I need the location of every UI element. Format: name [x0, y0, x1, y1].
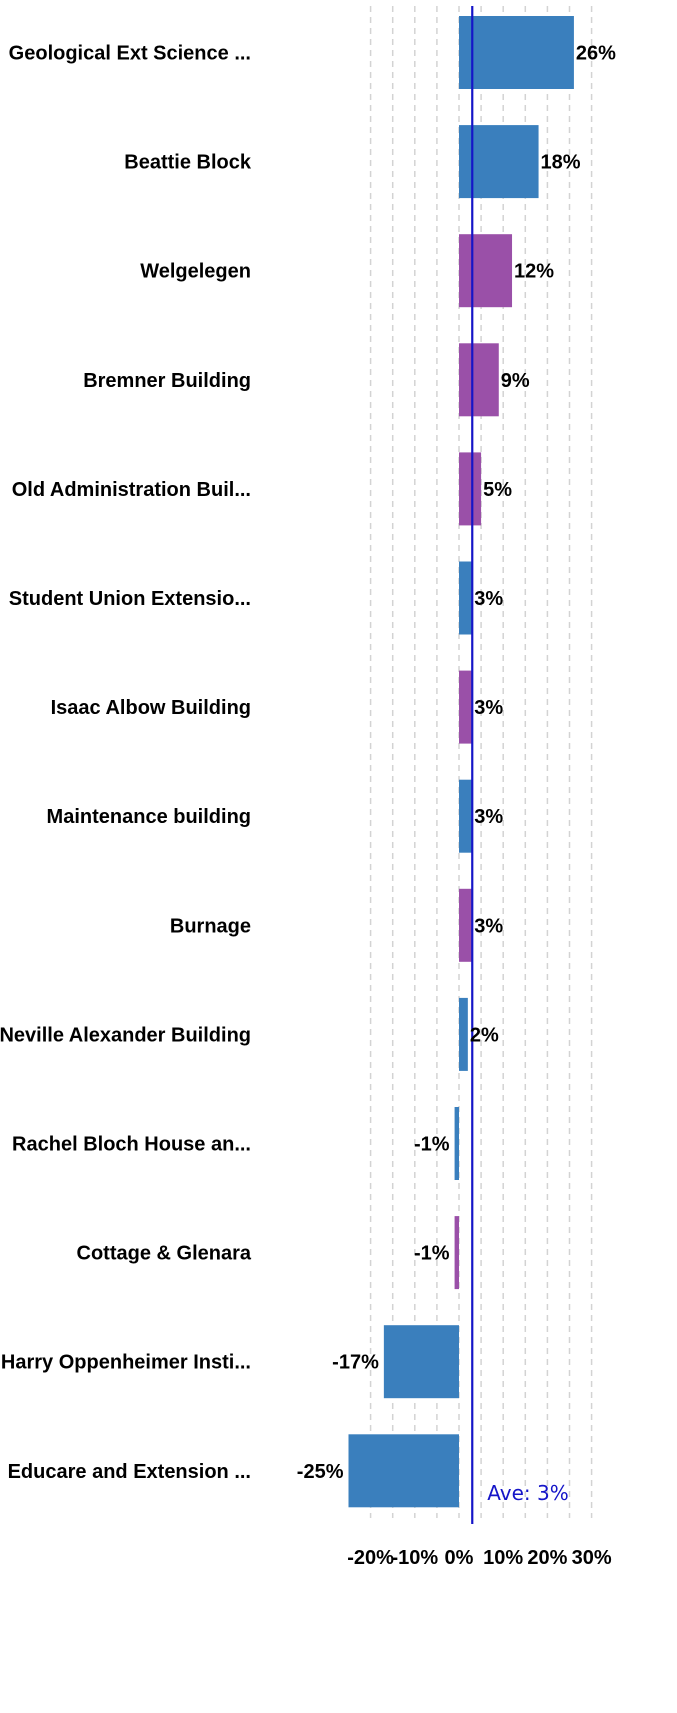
bar — [383, 1325, 459, 1399]
value-label: 9% — [501, 370, 530, 392]
bar — [459, 452, 482, 526]
x-tick-label: -20% — [347, 1547, 394, 1569]
average-layer: Ave: 3% — [471, 6, 569, 1524]
category-label: Welgelegen — [140, 261, 251, 283]
value-label: -1% — [414, 1134, 450, 1156]
x-axis-ticks: -20%-10% 0% 10% 20% 30% — [347, 1547, 612, 1569]
category-label: Cottage & Glenara — [77, 1243, 252, 1265]
category-label: Neville Alexander Building — [0, 1024, 251, 1046]
category-label: Rachel Bloch House an... — [12, 1134, 251, 1156]
x-tick-label: 10% — [483, 1547, 523, 1569]
category-label: Old Administration Buil... — [12, 479, 251, 501]
category-label: Geological Ext Science ... — [9, 43, 251, 65]
bar — [348, 1434, 459, 1508]
x-tick-label: -10% — [391, 1547, 438, 1569]
value-label: 5% — [483, 479, 512, 501]
category-label: Bremner Building — [83, 370, 251, 392]
value-label: 18% — [541, 152, 581, 174]
bar — [459, 343, 499, 417]
value-label: 3% — [474, 588, 503, 610]
value-label: -1% — [414, 1243, 450, 1265]
category-label: Harry Oppenheimer Insti... — [1, 1352, 251, 1374]
grid-layer — [369, 6, 593, 1518]
value-label: 2% — [470, 1024, 499, 1046]
bar — [459, 125, 539, 199]
value-label: 12% — [514, 261, 554, 283]
bar — [459, 16, 574, 89]
category-label: Isaac Albow Building — [51, 697, 251, 719]
value-label: 26% — [576, 43, 616, 65]
bar — [459, 779, 473, 853]
bar — [459, 888, 473, 962]
bar — [454, 1216, 459, 1290]
bar — [454, 1107, 459, 1180]
bar — [459, 561, 473, 635]
value-label: -17% — [332, 1352, 379, 1374]
x-tick-label: 20% — [527, 1547, 567, 1569]
bar-layer — [348, 16, 574, 1508]
category-label: Burnage — [170, 915, 251, 937]
value-label: 3% — [474, 806, 503, 828]
x-tick-label: 30% — [572, 1547, 612, 1569]
value-label: 3% — [474, 915, 503, 937]
label-layer: Geological Ext Science ... 26% Beattie Blo… — [0, 43, 616, 1483]
category-label: Educare and Extension ... — [8, 1461, 251, 1483]
category-label: Beattie Block — [124, 152, 252, 174]
value-label: 3% — [474, 697, 503, 719]
bar — [459, 234, 513, 308]
x-tick-label: 0% — [445, 1547, 474, 1569]
average-label: Ave: 3% — [487, 1481, 568, 1505]
value-label: -25% — [297, 1461, 344, 1483]
category-label: Maintenance building — [47, 806, 251, 828]
category-label: Student Union Extensio... — [9, 588, 251, 610]
bar — [459, 670, 473, 744]
bar — [459, 997, 468, 1071]
